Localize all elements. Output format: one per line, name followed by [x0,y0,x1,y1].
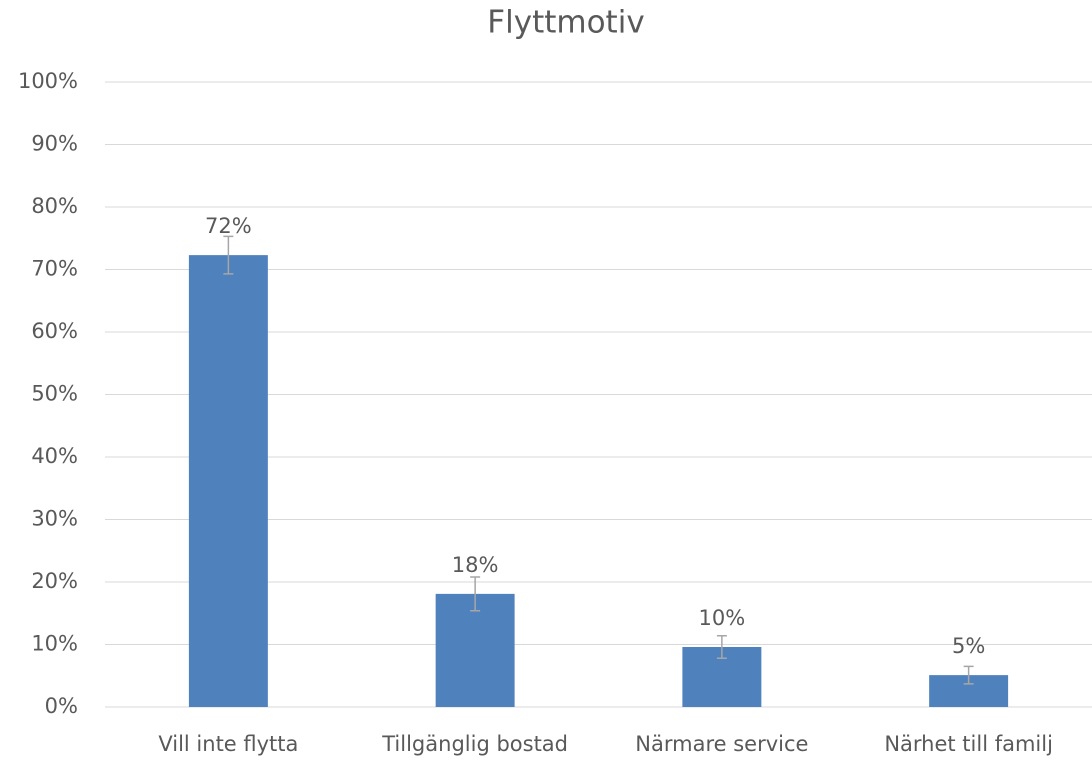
y-tick-label: 60% [31,319,78,343]
x-tick-label: Närmare service [635,732,808,756]
error-bar [963,665,974,685]
data-label: 18% [452,553,499,577]
error-bar [223,235,234,275]
error-bar [470,576,481,612]
x-tick-label: Vill inte flytta [158,732,298,756]
y-tick-label: 10% [31,632,78,656]
x-tick-label: Tillgänglig bostad [381,732,568,756]
y-tick-label: 80% [31,194,78,218]
y-tick-label: 90% [31,132,78,156]
data-label: 5% [952,634,985,658]
bar [435,593,515,707]
data-label: 10% [699,606,746,630]
bar [188,255,268,707]
x-tick-label: Närhet till familj [884,732,1053,756]
error-bar [716,635,727,659]
y-tick-label: 40% [31,444,78,468]
y-tick-label: 20% [31,569,78,593]
y-tick-label: 0% [45,694,78,718]
y-tick-label: 100% [18,69,78,93]
y-tick-label: 30% [31,507,78,531]
chart-title: Flyttmotiv [487,5,644,41]
y-tick-label: 50% [31,382,78,406]
y-tick-label: 70% [31,257,78,281]
data-label: 72% [205,214,252,238]
